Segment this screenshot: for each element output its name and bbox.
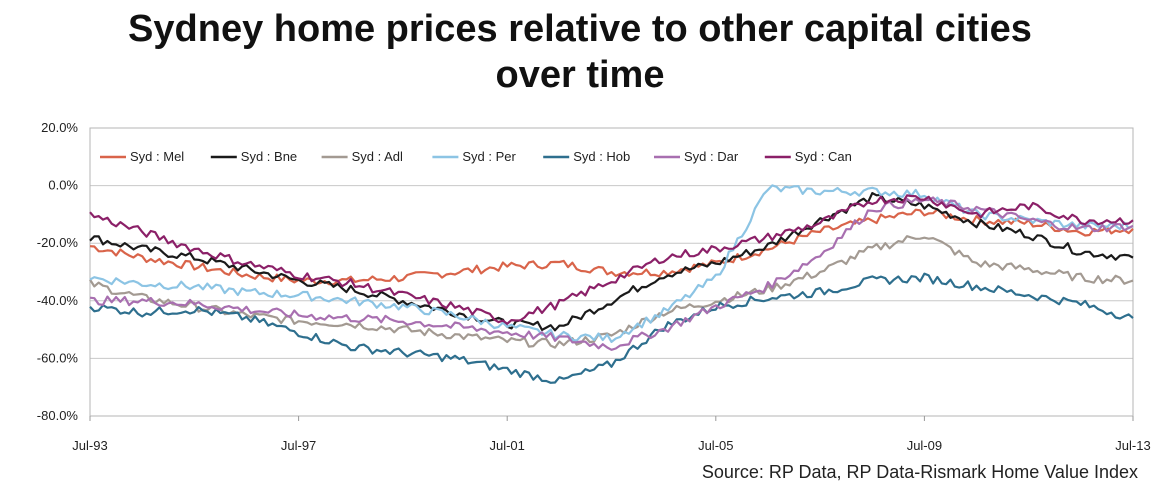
- x-tick-label: Jul-09: [907, 438, 942, 453]
- y-tick-label: -80.0%: [37, 408, 79, 423]
- y-tick-label: -60.0%: [37, 350, 79, 365]
- x-tick-label: Jul-05: [698, 438, 733, 453]
- plot-frame: [89, 127, 1134, 417]
- series-line-sydadl: [89, 235, 1134, 349]
- legend-label: Syd : Mel: [130, 149, 184, 164]
- source-note: Source: RP Data, RP Data-Rismark Home Va…: [701, 462, 1138, 482]
- legend-label: Syd : Per: [462, 149, 516, 164]
- series-line-sydcan: [89, 194, 1134, 325]
- chart-title: Sydney home prices relative to other cap…: [0, 6, 1160, 98]
- chart-title-line1: Sydney home prices relative to other cap…: [128, 8, 1032, 50]
- legend-label: Syd : Can: [795, 149, 852, 164]
- legend-label: Syd : Hob: [573, 149, 630, 164]
- series-line-syddar: [89, 196, 1134, 351]
- x-tick-label: Jul-13: [1115, 438, 1150, 453]
- series-line-sydbne: [89, 192, 1134, 332]
- x-tick-label: Jul-93: [72, 438, 107, 453]
- y-tick-label: -40.0%: [37, 293, 79, 308]
- x-tick-label: Jul-01: [489, 438, 524, 453]
- x-tick-label: Jul-97: [281, 438, 316, 453]
- axes: 20.0% 0.0% -20.0% -40.0% -60.0% -80.0% Jul-93 J…: [37, 120, 1151, 453]
- series-line-sydhob: [89, 272, 1134, 384]
- series-lines: [89, 184, 1134, 384]
- legend-label: Syd : Dar: [684, 149, 739, 164]
- y-tick-label: 20.0%: [41, 120, 78, 135]
- legend-label: Syd : Bne: [241, 149, 297, 164]
- y-tick-label: -20.0%: [37, 235, 79, 250]
- legend-label: Syd : Adl: [352, 149, 403, 164]
- series-line-sydper: [89, 184, 1134, 343]
- chart-title-line2: over time: [495, 54, 665, 96]
- legend: Syd : Mel Syd : Bne Syd : Adl Syd : Per Syd …: [100, 149, 852, 164]
- series-line-sydmel: [89, 208, 1134, 286]
- y-tick-label: 0.0%: [48, 178, 78, 193]
